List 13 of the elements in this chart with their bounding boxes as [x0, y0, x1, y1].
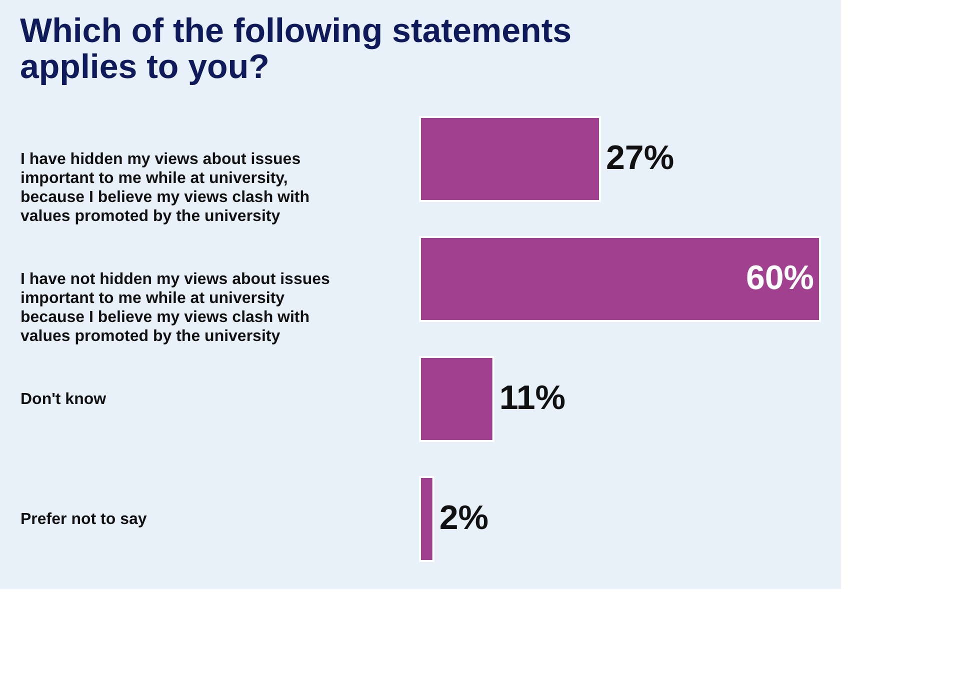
bar — [419, 116, 601, 202]
bar — [419, 236, 821, 322]
y-tick-label: Don't know — [20, 391, 107, 408]
data-label: 60% — [746, 259, 814, 297]
data-label: 27% — [606, 139, 674, 177]
bar — [419, 356, 494, 442]
bar — [419, 476, 434, 562]
y-tick-label: Prefer not to say — [20, 511, 147, 528]
data-label: 2% — [439, 499, 488, 537]
chart-title: Which of the following statements applies to you? — [20, 12, 572, 86]
data-label: 11% — [499, 379, 566, 417]
y-tick-label: I have hidden my views about issues important to me while at university, because I believe my views clash with values promoted by the university — [20, 151, 310, 225]
y-tick-label: I have not hidden my views about issues important to me while at university because I believe my views clash with values promoted by the university — [20, 271, 330, 345]
